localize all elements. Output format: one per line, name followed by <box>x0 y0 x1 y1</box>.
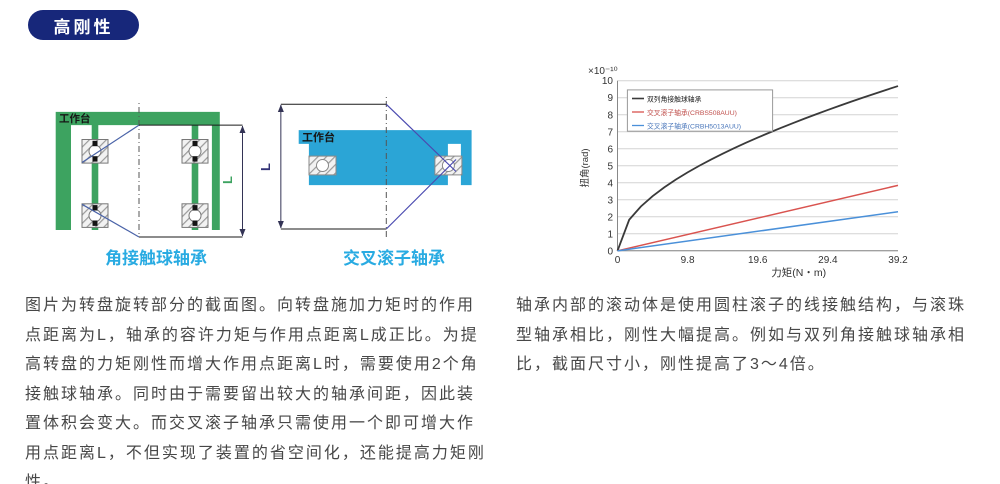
svg-text:工作台: 工作台 <box>59 112 91 125</box>
svg-text:3: 3 <box>607 195 613 206</box>
svg-text:8: 8 <box>607 110 613 121</box>
svg-text:L: L <box>260 163 273 171</box>
svg-text:0: 0 <box>607 246 613 257</box>
svg-text:2: 2 <box>607 212 613 223</box>
svg-text:双列角接触球轴承: 双列角接触球轴承 <box>647 94 702 103</box>
svg-text:交叉滚子轴承(CRBS508AUU): 交叉滚子轴承(CRBS508AUU) <box>647 108 737 117</box>
svg-text:×10⁻¹⁰: ×10⁻¹⁰ <box>588 66 618 77</box>
svg-text:L: L <box>220 176 235 184</box>
svg-text:5: 5 <box>607 161 613 172</box>
svg-text:9: 9 <box>607 93 613 104</box>
svg-text:10: 10 <box>602 76 614 87</box>
svg-text:19.6: 19.6 <box>748 255 768 266</box>
svg-text:9.8: 9.8 <box>681 255 695 266</box>
svg-text:交叉滚子轴承(CRBH5013AUU): 交叉滚子轴承(CRBH5013AUU) <box>647 121 741 130</box>
svg-text:4: 4 <box>607 178 613 189</box>
svg-text:扭角(rad): 扭角(rad) <box>579 148 591 187</box>
svg-text:39.2: 39.2 <box>888 255 908 266</box>
svg-text:力矩(N・m): 力矩(N・m) <box>771 266 826 279</box>
svg-text:工作台: 工作台 <box>302 130 335 144</box>
svg-text:7: 7 <box>607 127 613 138</box>
svg-text:29.4: 29.4 <box>818 255 838 266</box>
svg-text:1: 1 <box>607 229 613 240</box>
svg-text:6: 6 <box>607 144 613 155</box>
svg-text:0: 0 <box>615 255 621 266</box>
